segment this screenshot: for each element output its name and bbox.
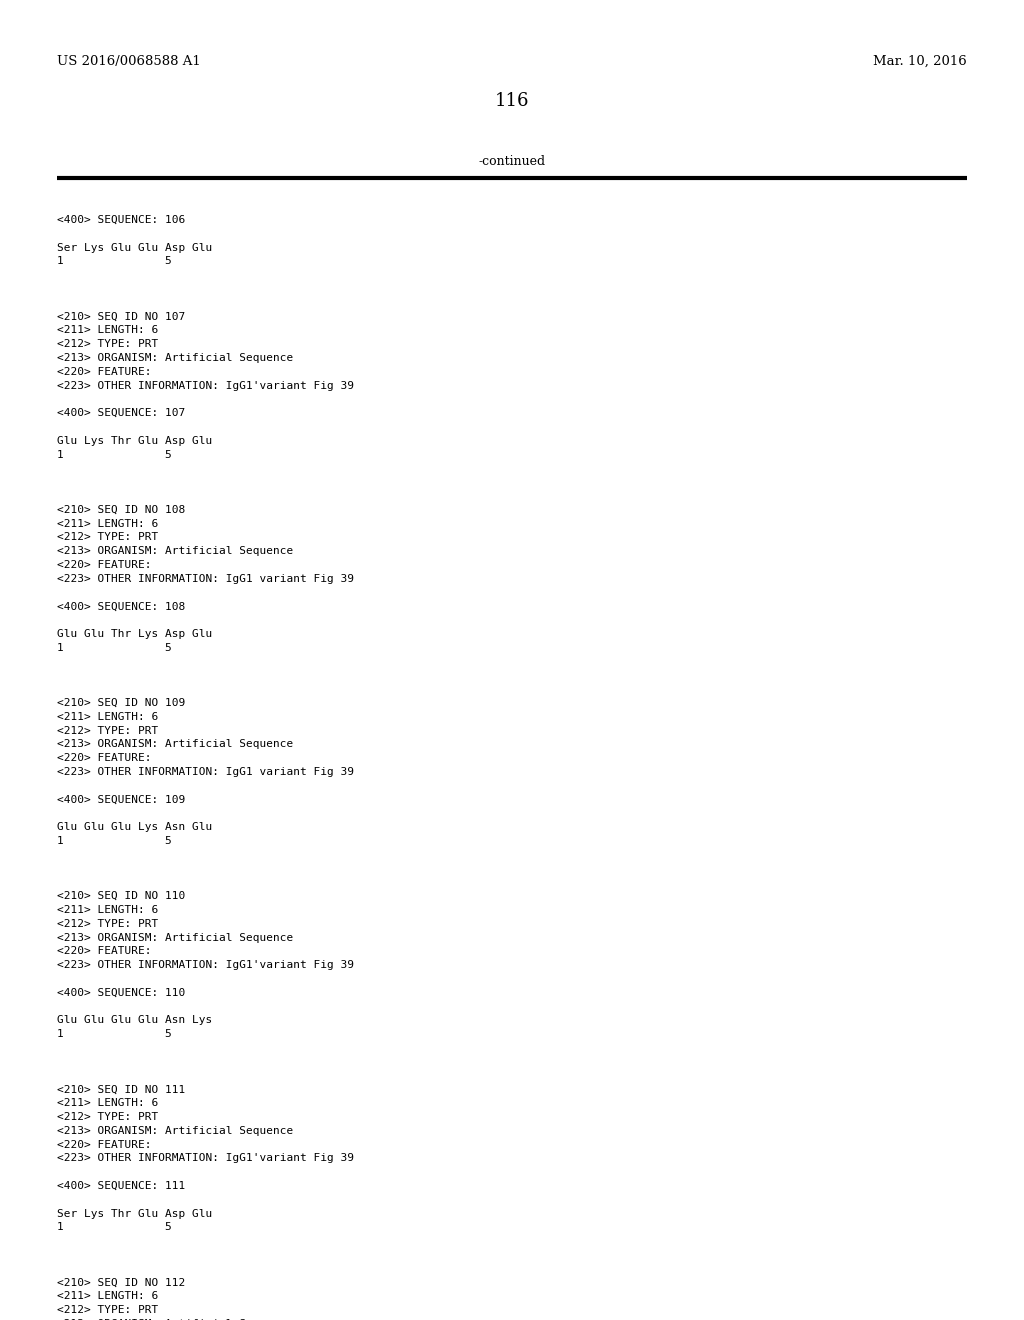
Text: <400> SEQUENCE: 111: <400> SEQUENCE: 111 [57, 1181, 185, 1191]
Text: <211> LENGTH: 6: <211> LENGTH: 6 [57, 906, 159, 915]
Text: <223> OTHER INFORMATION: IgG1'variant Fig 39: <223> OTHER INFORMATION: IgG1'variant Fi… [57, 380, 354, 391]
Text: <223> OTHER INFORMATION: IgG1 variant Fig 39: <223> OTHER INFORMATION: IgG1 variant Fi… [57, 574, 354, 583]
Text: <212> TYPE: PRT: <212> TYPE: PRT [57, 532, 159, 543]
Text: <211> LENGTH: 6: <211> LENGTH: 6 [57, 1291, 159, 1302]
Text: <223> OTHER INFORMATION: IgG1'variant Fig 39: <223> OTHER INFORMATION: IgG1'variant Fi… [57, 1154, 354, 1163]
Text: <211> LENGTH: 6: <211> LENGTH: 6 [57, 711, 159, 722]
Text: <212> TYPE: PRT: <212> TYPE: PRT [57, 919, 159, 929]
Text: <210> SEQ ID NO 108: <210> SEQ ID NO 108 [57, 504, 185, 515]
Text: <213> ORGANISM: Artificial Sequence: <213> ORGANISM: Artificial Sequence [57, 933, 293, 942]
Text: <211> LENGTH: 6: <211> LENGTH: 6 [57, 519, 159, 528]
Text: 1               5: 1 5 [57, 836, 172, 846]
Text: -continued: -continued [478, 154, 546, 168]
Text: <223> OTHER INFORMATION: IgG1'variant Fig 39: <223> OTHER INFORMATION: IgG1'variant Fi… [57, 960, 354, 970]
Text: Glu Lys Thr Glu Asp Glu: Glu Lys Thr Glu Asp Glu [57, 436, 212, 446]
Text: <212> TYPE: PRT: <212> TYPE: PRT [57, 1305, 159, 1315]
Text: <223> OTHER INFORMATION: IgG1 variant Fig 39: <223> OTHER INFORMATION: IgG1 variant Fi… [57, 767, 354, 777]
Text: <213> ORGANISM: Artificial Sequence: <213> ORGANISM: Artificial Sequence [57, 546, 293, 556]
Text: <210> SEQ ID NO 107: <210> SEQ ID NO 107 [57, 312, 185, 322]
Text: <220> FEATURE:: <220> FEATURE: [57, 754, 152, 763]
Text: <210> SEQ ID NO 109: <210> SEQ ID NO 109 [57, 698, 185, 708]
Text: <220> FEATURE:: <220> FEATURE: [57, 946, 152, 957]
Text: <211> LENGTH: 6: <211> LENGTH: 6 [57, 1098, 159, 1109]
Text: 1               5: 1 5 [57, 643, 172, 653]
Text: <211> LENGTH: 6: <211> LENGTH: 6 [57, 326, 159, 335]
Text: <400> SEQUENCE: 110: <400> SEQUENCE: 110 [57, 987, 185, 998]
Text: <220> FEATURE:: <220> FEATURE: [57, 1139, 152, 1150]
Text: 1               5: 1 5 [57, 256, 172, 267]
Text: <212> TYPE: PRT: <212> TYPE: PRT [57, 339, 159, 350]
Text: <220> FEATURE:: <220> FEATURE: [57, 367, 152, 376]
Text: Glu Glu Glu Glu Asn Lys: Glu Glu Glu Glu Asn Lys [57, 1015, 212, 1026]
Text: US 2016/0068588 A1: US 2016/0068588 A1 [57, 55, 201, 69]
Text: <210> SEQ ID NO 111: <210> SEQ ID NO 111 [57, 1085, 185, 1094]
Text: <220> FEATURE:: <220> FEATURE: [57, 560, 152, 570]
Text: Glu Glu Thr Lys Asp Glu: Glu Glu Thr Lys Asp Glu [57, 630, 212, 639]
Text: <210> SEQ ID NO 110: <210> SEQ ID NO 110 [57, 891, 185, 902]
Text: <400> SEQUENCE: 106: <400> SEQUENCE: 106 [57, 215, 185, 224]
Text: <210> SEQ ID NO 112: <210> SEQ ID NO 112 [57, 1278, 185, 1287]
Text: 1               5: 1 5 [57, 1030, 172, 1039]
Text: 1               5: 1 5 [57, 450, 172, 459]
Text: <213> ORGANISM: Artificial Sequence: <213> ORGANISM: Artificial Sequence [57, 1126, 293, 1135]
Text: <213> ORGANISM: Artificial Sequence: <213> ORGANISM: Artificial Sequence [57, 352, 293, 363]
Text: <212> TYPE: PRT: <212> TYPE: PRT [57, 1111, 159, 1122]
Text: Ser Lys Thr Glu Asp Glu: Ser Lys Thr Glu Asp Glu [57, 1209, 212, 1218]
Text: Mar. 10, 2016: Mar. 10, 2016 [873, 55, 967, 69]
Text: <400> SEQUENCE: 109: <400> SEQUENCE: 109 [57, 795, 185, 805]
Text: 116: 116 [495, 92, 529, 110]
Text: Ser Lys Glu Glu Asp Glu: Ser Lys Glu Glu Asp Glu [57, 243, 212, 252]
Text: Glu Glu Glu Lys Asn Glu: Glu Glu Glu Lys Asn Glu [57, 822, 212, 832]
Text: <212> TYPE: PRT: <212> TYPE: PRT [57, 726, 159, 735]
Text: <213> ORGANISM: Artificial Sequence: <213> ORGANISM: Artificial Sequence [57, 739, 293, 750]
Text: 1               5: 1 5 [57, 1222, 172, 1233]
Text: <400> SEQUENCE: 107: <400> SEQUENCE: 107 [57, 408, 185, 418]
Text: <400> SEQUENCE: 108: <400> SEQUENCE: 108 [57, 602, 185, 611]
